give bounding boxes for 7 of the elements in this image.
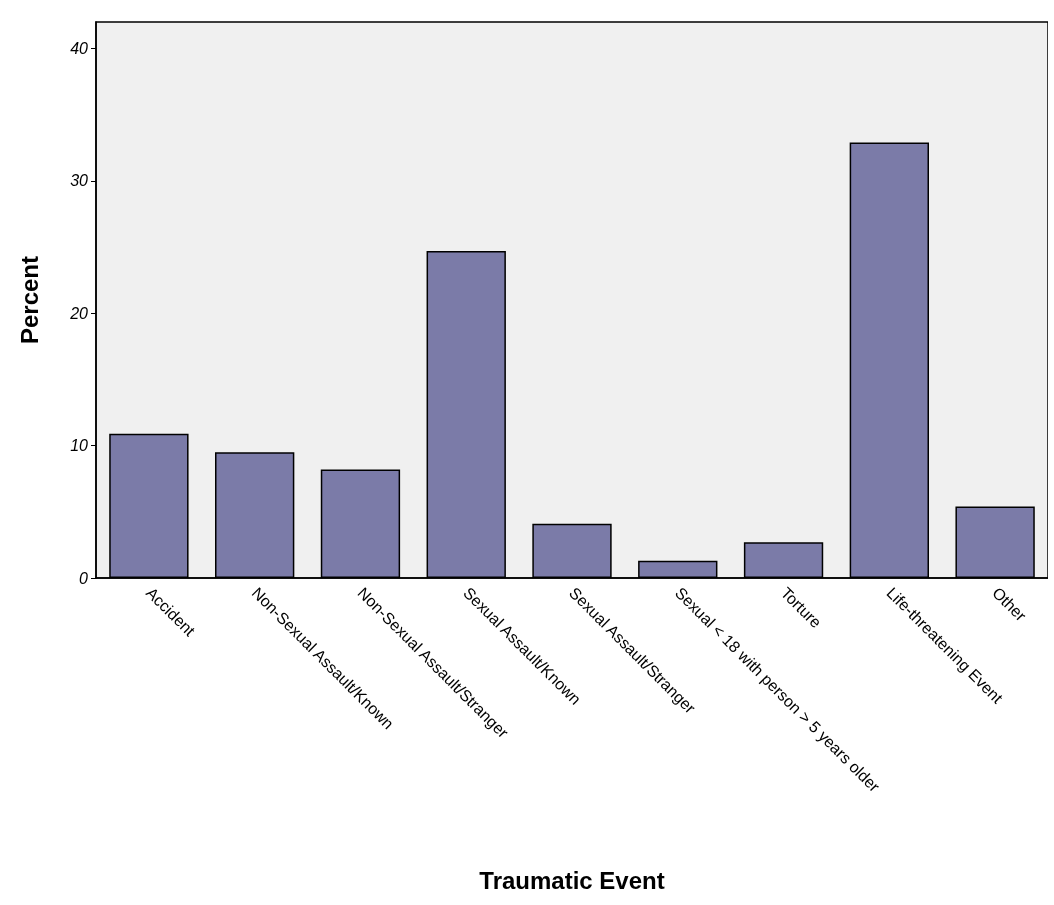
y-tick-label: 20 <box>69 304 89 322</box>
y-tick-label: 40 <box>70 39 89 57</box>
y-tick-label: 30 <box>70 172 89 190</box>
y-axis-title: Percent <box>15 255 43 345</box>
x-axis-title: Traumatic Event <box>479 866 665 894</box>
y-tick-label: 10 <box>70 437 89 455</box>
y-tick-label: 0 <box>79 569 89 587</box>
